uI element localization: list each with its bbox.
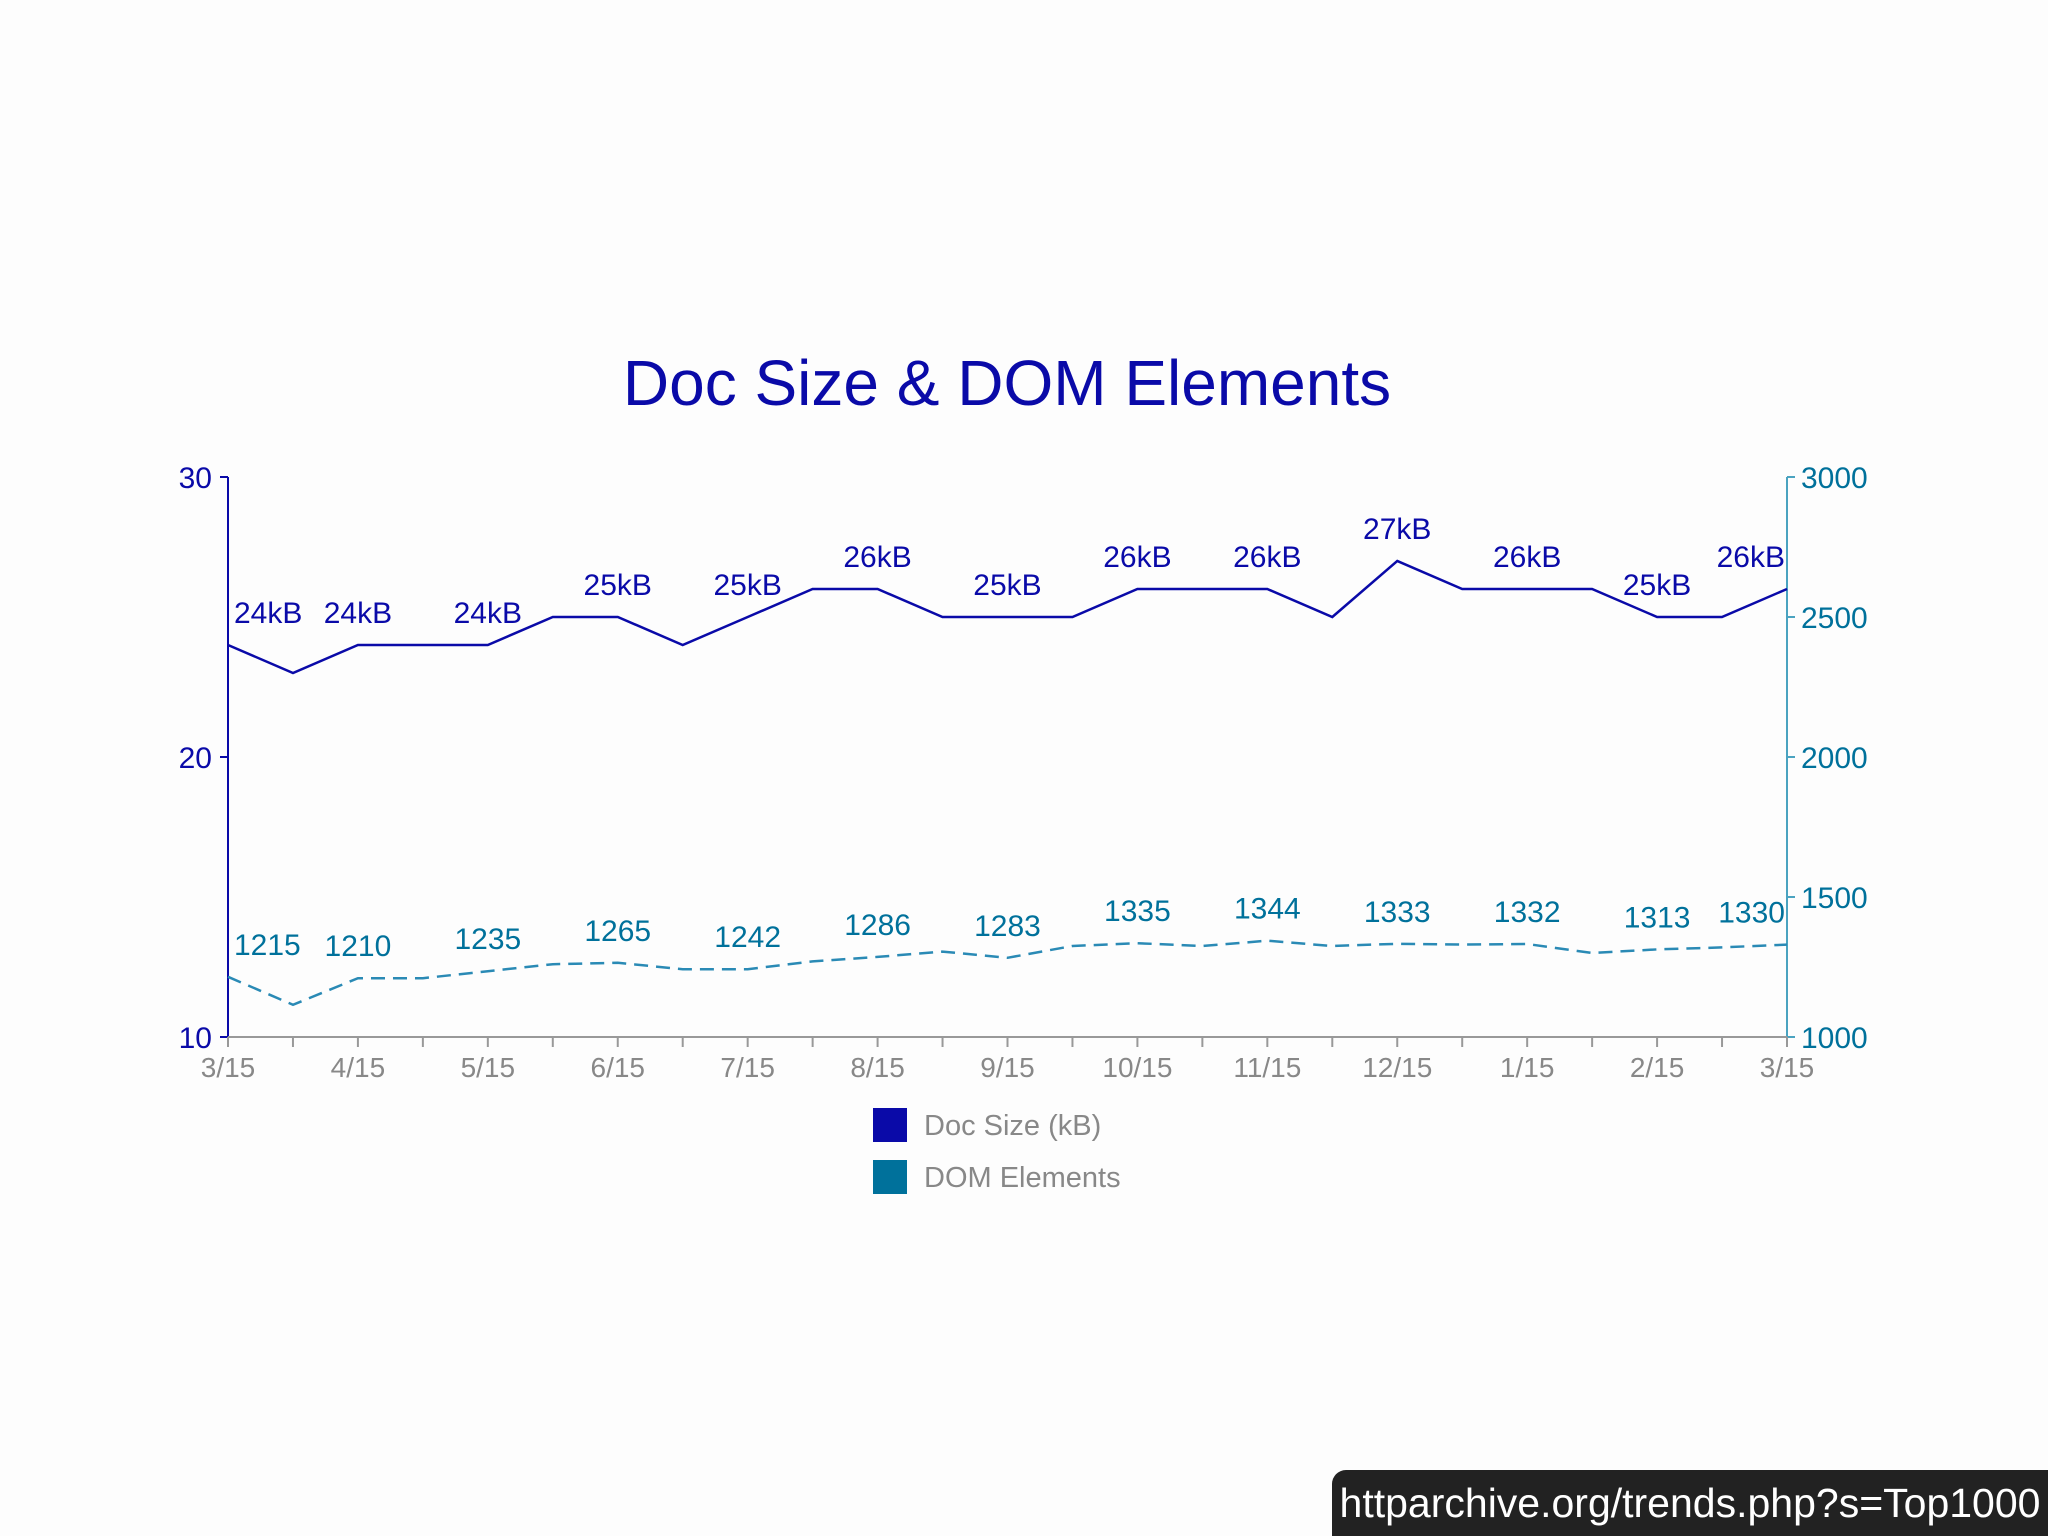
y-right-tick-label: 1000 xyxy=(1801,1022,1868,1055)
dom-elements-line xyxy=(227,939,1788,1007)
y-right-tick-label: 2000 xyxy=(1801,742,1868,775)
doc-size-data-label: 24kB xyxy=(454,597,522,630)
x-tick-label: 8/15 xyxy=(850,1052,905,1083)
x-tick-label: 3/15 xyxy=(1760,1052,1815,1083)
dom-elements-data-label: 1313 xyxy=(1624,901,1691,934)
doc-size-data-label: 24kB xyxy=(234,597,302,630)
x-tick-label: 11/15 xyxy=(1233,1052,1301,1083)
source-url-banner: httparchive.org/trends.php?s=Top1000 xyxy=(1332,1470,2048,1536)
doc-size-data-label: 25kB xyxy=(1623,569,1691,602)
chart-title: Doc Size & DOM Elements xyxy=(623,347,1391,419)
dom-elements-data-label: 1344 xyxy=(1234,893,1301,926)
x-tick-label: 10/15 xyxy=(1102,1052,1172,1083)
x-tick-label: 9/15 xyxy=(980,1052,1035,1083)
dom-elements-data-label: 1286 xyxy=(844,909,911,942)
legend-label: DOM Elements xyxy=(924,1162,1121,1194)
x-tick-label: 5/15 xyxy=(461,1052,516,1083)
dom-elements-data-label: 1332 xyxy=(1494,896,1561,929)
x-tick-label: 7/15 xyxy=(720,1052,775,1083)
doc-size-data-label: 26kB xyxy=(843,541,911,574)
doc-size-data-label: 25kB xyxy=(584,569,652,602)
y-right-tick-label: 3000 xyxy=(1801,462,1868,495)
y-left-tick-label: 30 xyxy=(179,462,212,495)
doc-size-data-label: 26kB xyxy=(1717,541,1785,574)
legend-swatch xyxy=(873,1160,907,1194)
doc-size-data-label: 26kB xyxy=(1233,541,1301,574)
dom-elements-data-label: 1215 xyxy=(234,929,301,962)
y-left-tick-label: 20 xyxy=(179,742,212,775)
doc-size-data-label: 26kB xyxy=(1493,541,1561,574)
y-left-tick-label: 10 xyxy=(179,1022,212,1055)
doc-size-data-label: 26kB xyxy=(1103,541,1171,574)
dom-elements-data-label: 1283 xyxy=(974,910,1041,943)
doc-size-data-label: 27kB xyxy=(1363,513,1431,546)
doc-size-data-label: 25kB xyxy=(713,569,781,602)
y-right-tick-label: 2500 xyxy=(1801,602,1868,635)
x-tick-label: 4/15 xyxy=(331,1052,386,1083)
dom-elements-data-label: 1333 xyxy=(1364,896,1431,929)
legend-label: Doc Size (kB) xyxy=(924,1110,1101,1142)
dom-elements-data-label: 1265 xyxy=(584,915,651,948)
x-tick-label: 6/15 xyxy=(591,1052,646,1083)
dom-elements-data-label: 1242 xyxy=(714,921,781,954)
x-tick-label: 12/15 xyxy=(1362,1052,1432,1083)
x-tick-label: 1/15 xyxy=(1500,1052,1555,1083)
x-tick-label: 2/15 xyxy=(1630,1052,1685,1083)
x-tick-label: 3/15 xyxy=(201,1052,256,1083)
legend-swatch xyxy=(873,1108,907,1142)
doc-size-data-label: 25kB xyxy=(973,569,1041,602)
dom-elements-data-label: 1330 xyxy=(1718,897,1785,930)
doc-size-data-label: 24kB xyxy=(324,597,392,630)
dom-elements-data-label: 1235 xyxy=(454,923,521,956)
dom-elements-data-label: 1335 xyxy=(1104,895,1171,928)
y-right-tick-label: 1500 xyxy=(1801,882,1868,915)
dom-elements-data-label: 1210 xyxy=(325,930,392,963)
